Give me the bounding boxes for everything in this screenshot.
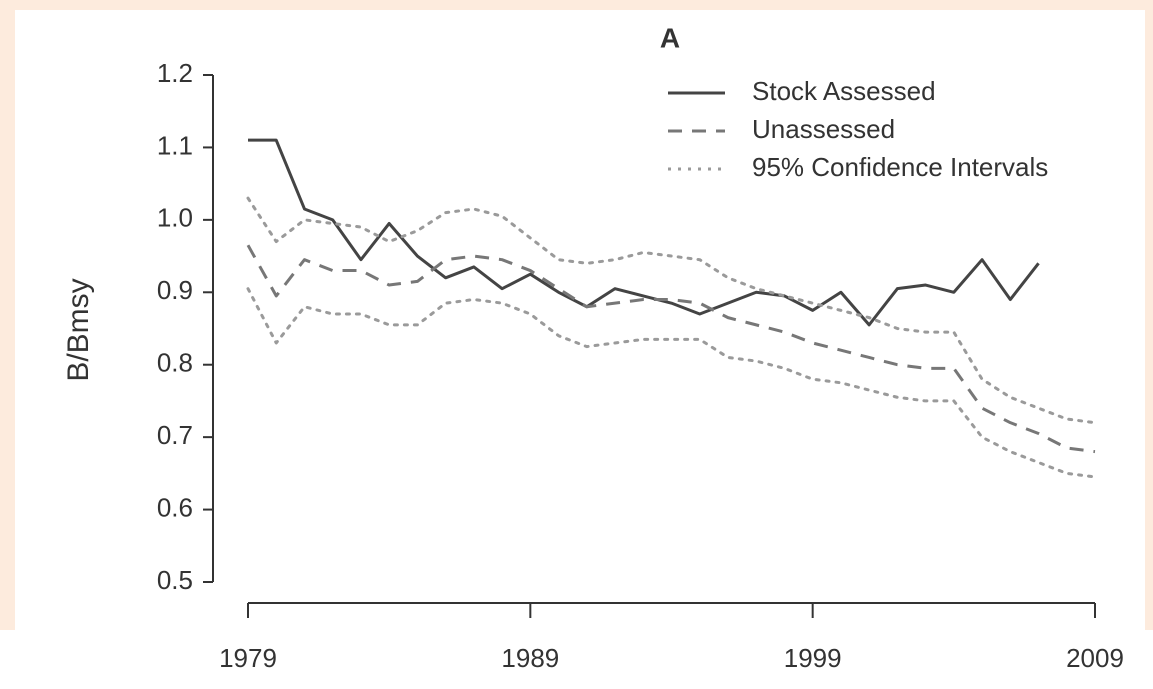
y-tick-label: 0.9 <box>157 275 193 305</box>
x-tick-label: 1979 <box>219 643 277 673</box>
y-tick-label: 0.8 <box>157 348 193 378</box>
plot-panel <box>15 10 1145 630</box>
bottom-panel <box>0 630 1153 689</box>
chart-title: A <box>660 22 680 53</box>
y-axis-label: B/Bmsy <box>62 278 95 381</box>
legend-label: Stock Assessed <box>752 76 936 106</box>
y-tick-label: 0.6 <box>157 492 193 522</box>
x-tick-label: 1989 <box>501 643 559 673</box>
x-tick-label: 1999 <box>784 643 842 673</box>
legend-label: Unassessed <box>752 114 895 144</box>
x-tick-label: 2009 <box>1066 643 1124 673</box>
y-tick-label: 0.5 <box>157 565 193 595</box>
y-tick-label: 0.7 <box>157 420 193 450</box>
series-line <box>246 244 1096 454</box>
series-line <box>248 138 1040 327</box>
legend-label: 95% Confidence Intervals <box>752 152 1048 182</box>
y-tick-label: 1.0 <box>157 203 193 233</box>
y-tick-label: 1.1 <box>157 130 193 160</box>
y-tick-label: 1.2 <box>157 58 193 88</box>
series-line <box>246 287 1097 479</box>
series-line <box>246 196 1097 425</box>
